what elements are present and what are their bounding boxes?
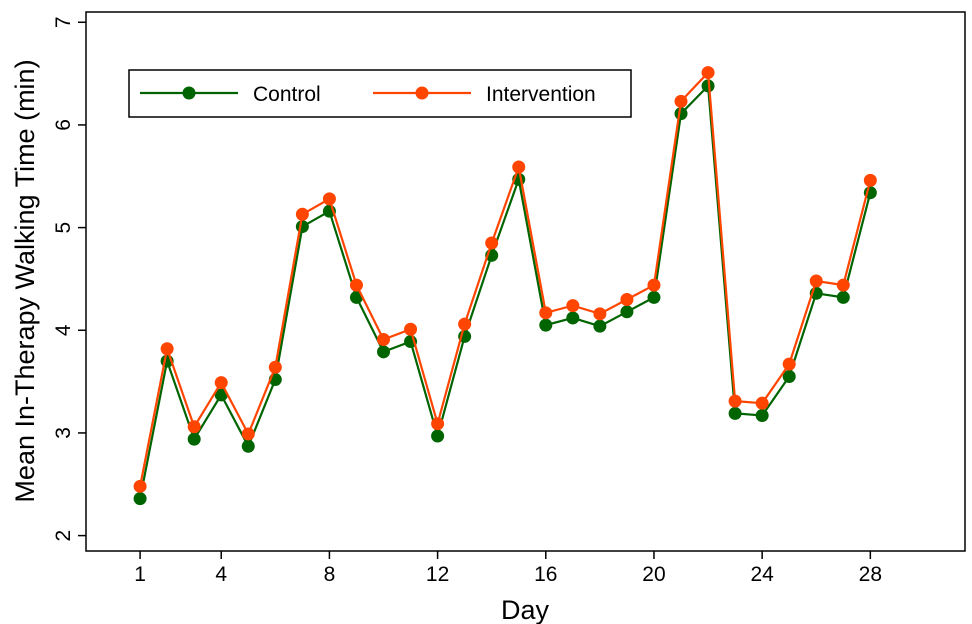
data-point [782,357,796,371]
data-point [674,94,688,108]
y-tick-label: 3 [52,427,75,439]
x-tick-label: 24 [750,563,774,586]
data-point [214,376,228,390]
legend-marker [182,86,196,100]
x-tick-label: 20 [642,563,665,586]
data-point [701,79,715,93]
data-point [836,278,850,292]
data-point [647,278,661,292]
data-point [431,429,445,443]
data-point [782,369,796,383]
y-tick-label: 2 [52,530,75,542]
x-tick-label: 4 [215,563,227,586]
data-point [836,290,850,304]
data-point [133,492,147,506]
data-point [647,290,661,304]
data-point [593,319,607,333]
data-point [431,417,445,431]
data-point [322,192,336,206]
legend-label: Control [253,83,321,106]
y-tick-label: 6 [52,119,75,131]
data-point [214,388,228,402]
data-point [539,306,553,320]
data-point [187,432,201,446]
data-point [512,160,526,174]
data-point [755,396,769,410]
series-control [133,79,877,506]
x-axis: 1 4 8 12 16 20 24 28 [134,551,882,586]
data-point [728,394,742,408]
data-point [539,318,553,332]
legend: Control Intervention [128,69,632,118]
x-tick-label: 28 [859,563,882,586]
series-line [139,70,872,487]
series-line [139,83,872,499]
data-point [160,342,174,356]
data-point [349,278,363,292]
legend-label: Intervention [486,83,596,106]
data-point [620,305,634,319]
data-point [809,274,823,288]
data-point [241,439,255,453]
data-point [187,420,201,434]
y-tick-label: 7 [52,16,75,28]
data-point [404,322,418,336]
data-point [377,345,391,359]
series-intervention [133,66,877,493]
data-point [755,408,769,422]
series-layer [133,66,877,506]
y-tick-label: 4 [52,324,75,336]
data-point [133,479,147,493]
data-point [566,299,580,313]
x-tick-label: 16 [534,563,557,586]
y-axis-title: Mean In-Therapy Walking Time (min) [10,59,40,502]
y-tick-label: 5 [52,222,75,234]
x-tick-label: 12 [426,563,449,586]
data-point [566,311,580,325]
data-point [295,220,309,234]
data-point [268,360,282,374]
data-point [620,292,634,306]
legend-item: Control [140,83,321,106]
x-axis-title: Day [501,595,550,624]
data-point [485,236,499,250]
x-tick-label: 1 [134,563,146,586]
data-point [349,290,363,304]
data-point [701,66,715,80]
data-point [728,406,742,420]
data-point [295,207,309,221]
data-point [593,307,607,321]
data-point [458,317,472,331]
data-point [241,427,255,441]
legend-marker [415,86,429,100]
legend-item: Intervention [373,83,596,106]
data-point [377,333,391,347]
y-axis: 2 3 4 5 6 7 [52,16,86,541]
x-tick-label: 8 [324,563,336,586]
data-point [674,107,688,121]
data-point [863,173,877,187]
